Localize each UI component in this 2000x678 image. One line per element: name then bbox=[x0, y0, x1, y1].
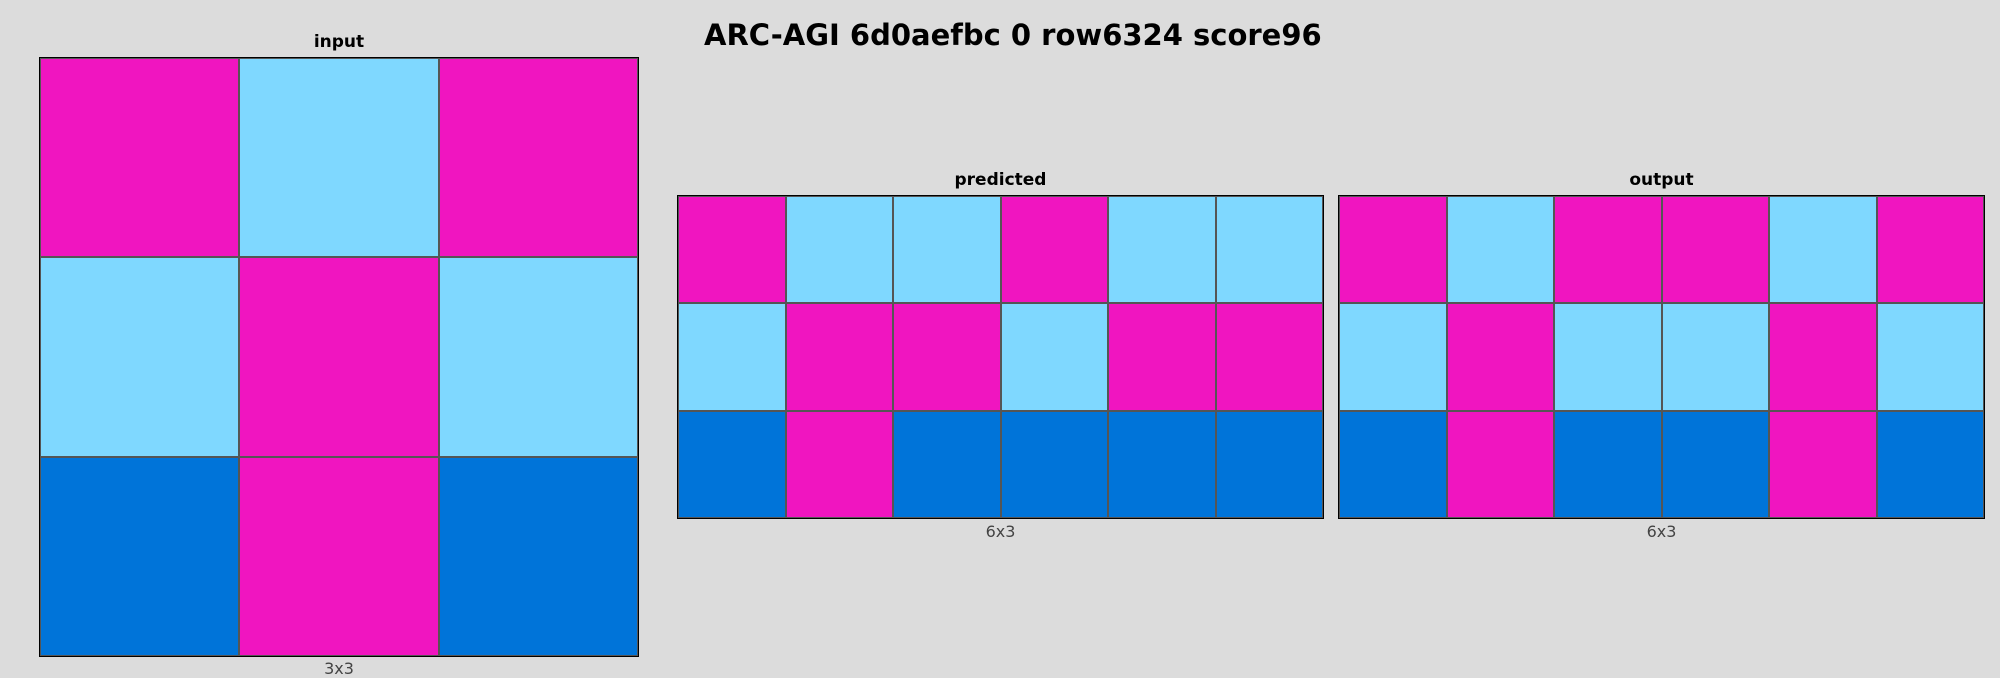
input-cell-r2-c1 bbox=[239, 456, 439, 656]
output-cell-r1-c4 bbox=[1769, 303, 1877, 411]
predicted-cell-r2-c4 bbox=[1108, 410, 1216, 518]
output-grid bbox=[1338, 195, 1985, 519]
input-cell-r0-c2 bbox=[438, 58, 638, 258]
output-cell-r2-c1 bbox=[1446, 410, 1554, 518]
input-grid bbox=[39, 57, 639, 657]
predicted-cell-r0-c5 bbox=[1215, 196, 1323, 304]
predicted-cell-r2-c0 bbox=[678, 410, 786, 518]
output-cell-r0-c5 bbox=[1876, 196, 1984, 304]
output-cell-r1-c5 bbox=[1876, 303, 1984, 411]
input-cell-r1-c0 bbox=[40, 257, 240, 457]
predicted-cell-r0-c3 bbox=[1000, 196, 1108, 304]
output-cell-r1-c0 bbox=[1339, 303, 1447, 411]
input-cell-r0-c0 bbox=[40, 58, 240, 258]
input-label: input bbox=[313, 32, 365, 52]
output-cell-r2-c3 bbox=[1661, 410, 1769, 518]
input-cell-r1-c2 bbox=[438, 257, 638, 457]
input-cell-r2-c0 bbox=[40, 456, 240, 656]
output-cell-r2-c4 bbox=[1769, 410, 1877, 518]
output-cell-r0-c4 bbox=[1769, 196, 1877, 304]
input-dims: 3x3 bbox=[324, 659, 354, 678]
output-cell-r2-c2 bbox=[1554, 410, 1662, 518]
output-cell-r0-c2 bbox=[1554, 196, 1662, 304]
predicted-cell-r1-c3 bbox=[1000, 303, 1108, 411]
predicted-cell-r1-c4 bbox=[1108, 303, 1216, 411]
predicted-cell-r1-c1 bbox=[785, 303, 893, 411]
predicted-cell-r0-c2 bbox=[893, 196, 1001, 304]
page-title: ARC-AGI 6d0aefbc 0 row6324 score96 bbox=[704, 18, 1322, 52]
predicted-dims: 6x3 bbox=[985, 522, 1016, 541]
predicted-cell-r1-c5 bbox=[1215, 303, 1323, 411]
predicted-cell-r2-c2 bbox=[893, 410, 1001, 518]
input-cell-r0-c1 bbox=[239, 58, 439, 258]
output-label: output bbox=[1629, 170, 1694, 190]
predicted-cell-r0-c4 bbox=[1108, 196, 1216, 304]
output-cell-r2-c5 bbox=[1876, 410, 1984, 518]
input-cell-r2-c2 bbox=[438, 456, 638, 656]
predicted-cell-r2-c3 bbox=[1000, 410, 1108, 518]
predicted-cell-r2-c1 bbox=[785, 410, 893, 518]
output-cell-r1-c3 bbox=[1661, 303, 1769, 411]
output-cell-r0-c3 bbox=[1661, 196, 1769, 304]
output-cell-r1-c2 bbox=[1554, 303, 1662, 411]
input-cell-r1-c1 bbox=[239, 257, 439, 457]
predicted-label: predicted bbox=[954, 170, 1047, 190]
output-cell-r0-c0 bbox=[1339, 196, 1447, 304]
output-dims: 6x3 bbox=[1646, 522, 1677, 541]
predicted-cell-r0-c1 bbox=[785, 196, 893, 304]
predicted-grid bbox=[677, 195, 1324, 519]
output-cell-r1-c1 bbox=[1446, 303, 1554, 411]
predicted-cell-r1-c2 bbox=[893, 303, 1001, 411]
predicted-cell-r2-c5 bbox=[1215, 410, 1323, 518]
output-cell-r0-c1 bbox=[1446, 196, 1554, 304]
predicted-cell-r1-c0 bbox=[678, 303, 786, 411]
predicted-cell-r0-c0 bbox=[678, 196, 786, 304]
output-cell-r2-c0 bbox=[1339, 410, 1447, 518]
